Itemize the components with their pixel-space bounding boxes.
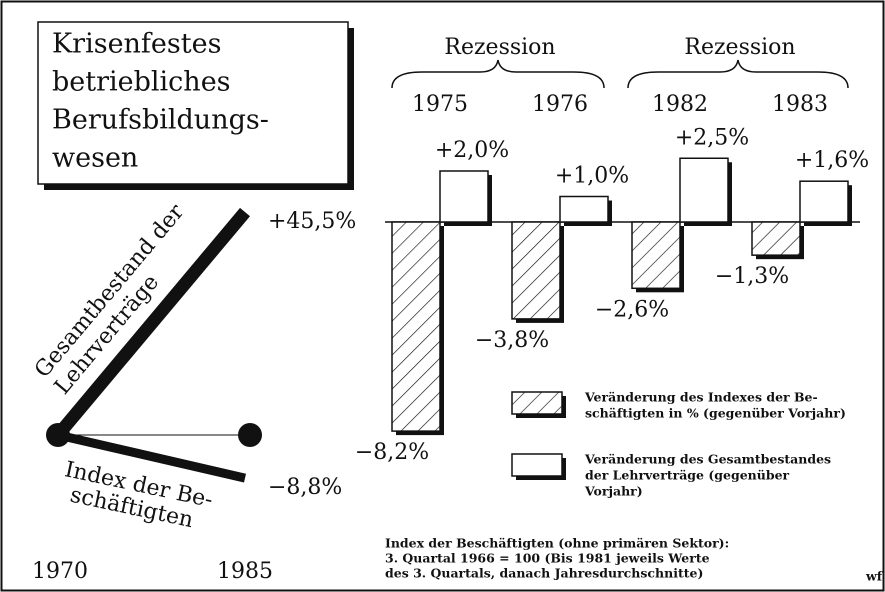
value-label: +45,5% (268, 209, 356, 234)
title-line: Berufsbildungs- (52, 105, 269, 136)
value-label: +1,0% (555, 164, 629, 189)
legend-text: Vorjahr) (584, 484, 643, 499)
category-label: 1975 (412, 92, 468, 117)
legend-text: der Lehrverträge (gegenüber (585, 468, 790, 483)
bar (631, 221, 681, 290)
dot (238, 423, 262, 447)
title-line: Krisenfestes (52, 29, 221, 60)
value-label: −3,8% (475, 328, 549, 353)
legend-swatch (511, 391, 563, 415)
value-label: +2,0% (435, 138, 509, 163)
brace (391, 59, 605, 89)
legend-text: Veränderung des Indexes der Be- (584, 390, 818, 405)
bar (439, 170, 489, 223)
value-label: +2,5% (675, 125, 749, 150)
value-label: −1,3% (715, 264, 789, 289)
bar (391, 221, 441, 432)
brace (627, 59, 849, 89)
value-label: −8,8% (268, 475, 342, 500)
series-line (56, 430, 247, 483)
note: des 3. Quartals, danach Jahresdurchschni… (385, 566, 703, 581)
category-label: 1983 (772, 92, 828, 117)
title-line: betriebliches (52, 67, 231, 98)
value-label: +1,6% (795, 148, 869, 173)
legend-text: schäftigten in % (gegenüber Vorjahr) (585, 406, 846, 421)
dot (46, 423, 70, 447)
category-label: 1982 (652, 92, 708, 117)
legend-swatch (511, 453, 563, 477)
x-tick-label: 1985 (217, 559, 273, 584)
value-label: −8,2% (355, 440, 429, 465)
note: Index der Beschäftigten (ohne primären S… (385, 536, 729, 551)
title-box (37, 21, 349, 185)
value-label: −2,6% (595, 297, 669, 322)
series-line (53, 207, 250, 440)
bar (799, 180, 849, 223)
legend-text: Veränderung des Gesamtbestandes (584, 452, 831, 467)
bar (751, 221, 801, 256)
bar (511, 221, 561, 320)
group-label: Rezession (684, 35, 795, 60)
bar (679, 157, 729, 223)
group-label: Rezession (444, 35, 555, 60)
note: 3. Quartal 1966 = 100 (Bis 1981 jeweils … (385, 551, 710, 566)
source: wf (865, 569, 884, 584)
category-label: 1976 (532, 92, 588, 117)
x-tick-label: 1970 (32, 559, 88, 584)
title-line: wesen (52, 143, 138, 174)
bar (559, 195, 609, 223)
